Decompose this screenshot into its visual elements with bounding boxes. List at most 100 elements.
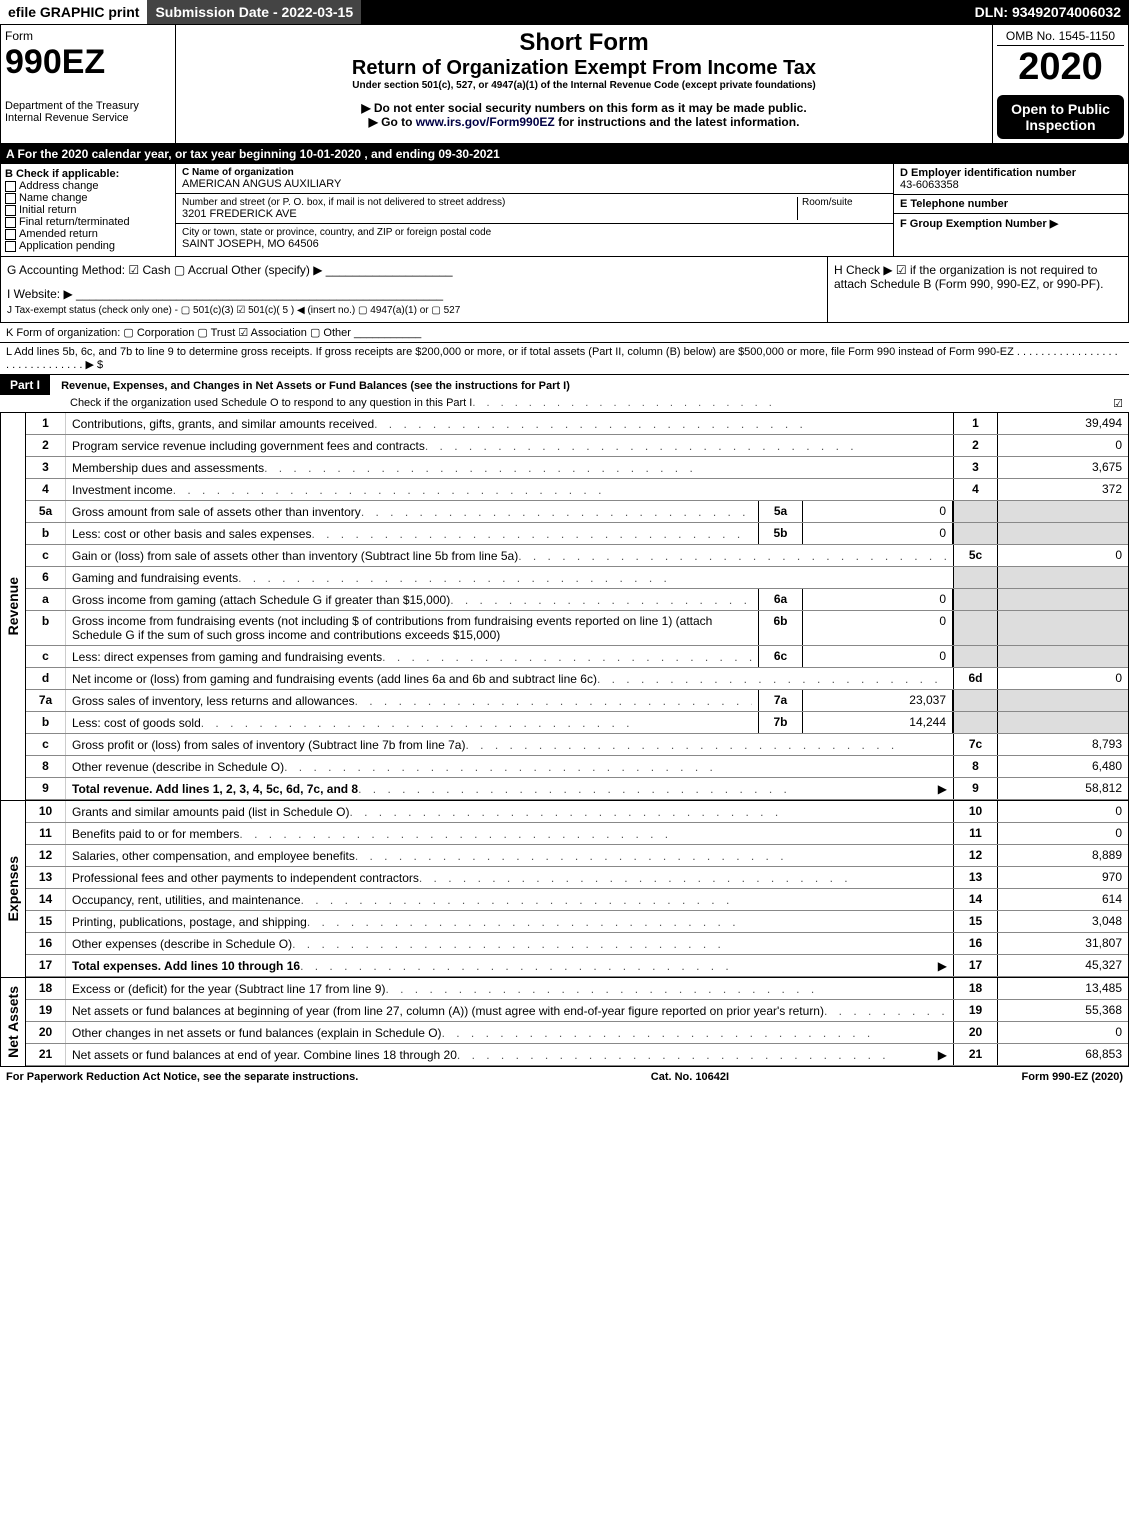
line-number: 3 xyxy=(26,457,66,478)
line-number: 20 xyxy=(26,1022,66,1043)
f-block: F Group Exemption Number ▶ xyxy=(894,214,1128,233)
dots-icon: . . . . . . . . . . . . . . . . . . . . … xyxy=(355,849,947,863)
line-j: J Tax-exempt status (check only one) - ▢… xyxy=(7,305,821,316)
line-number: c xyxy=(26,646,66,667)
line-description: Net assets or fund balances at end of ye… xyxy=(66,1044,953,1065)
dots-icon: . . . . . . . . . . . . . . . . . . . . … xyxy=(284,760,947,774)
dots-icon: . . . . . . . . . . . . . . . . . . . . … xyxy=(264,461,947,475)
amount-value: 31,807 xyxy=(998,933,1128,954)
org-info-block: B Check if applicable: Address change Na… xyxy=(0,164,1129,257)
col-b: B Check if applicable: Address change Na… xyxy=(1,164,176,256)
c-name-label: C Name of organization xyxy=(182,167,887,178)
c-addr-block: Number and street (or P. O. box, if mail… xyxy=(176,194,893,224)
b-opt-amended: Amended return xyxy=(5,228,171,240)
line-description: Gain or (loss) from sale of assets other… xyxy=(66,545,953,566)
part-i-label: Part I xyxy=(0,375,50,395)
line-number: 15 xyxy=(26,911,66,932)
note-goto: ▶ Go to www.irs.gov/Form990EZ for instru… xyxy=(180,115,988,129)
line-ref-grey xyxy=(953,712,998,733)
table-row: cGain or (loss) from sale of assets othe… xyxy=(26,545,1128,567)
checkbox-icon[interactable] xyxy=(5,229,16,240)
dots-icon: . . . . . . . . . . . . . . . . . . . . … xyxy=(358,782,938,796)
tax-year: 2020 xyxy=(997,46,1124,89)
line-number: 1 xyxy=(26,413,66,434)
dots-icon: . . . . . . . . . . . . . . . . . . . . … xyxy=(465,738,947,752)
note-no-ssn: ▶ Do not enter social security numbers o… xyxy=(180,101,988,115)
org-city: SAINT JOSEPH, MO 64506 xyxy=(182,238,887,250)
part-i-check-text: Check if the organization used Schedule … xyxy=(70,397,472,410)
subline-label: 5b xyxy=(758,523,803,544)
table-row: 16Other expenses (describe in Schedule O… xyxy=(26,933,1128,955)
revenue-table: Revenue 1Contributions, gifts, grants, a… xyxy=(0,413,1129,801)
line-ref: 18 xyxy=(953,978,998,999)
top-bar: efile GRAPHIC print Submission Date - 20… xyxy=(0,0,1129,24)
col-def: D Employer identification number 43-6063… xyxy=(893,164,1128,256)
dots-icon: . . . . . . . . . . . . . . . . . . . . … xyxy=(355,694,752,708)
line-number: 12 xyxy=(26,845,66,866)
d-block: D Employer identification number 43-6063… xyxy=(894,164,1128,195)
table-row: 13Professional fees and other payments t… xyxy=(26,867,1128,889)
e-label: E Telephone number xyxy=(900,198,1122,210)
submission-date: Submission Date - 2022-03-15 xyxy=(147,0,361,24)
amount-value: 0 xyxy=(998,545,1128,566)
amount-value: 0 xyxy=(998,435,1128,456)
table-row: cGross profit or (loss) from sales of in… xyxy=(26,734,1128,756)
table-row: 21Net assets or fund balances at end of … xyxy=(26,1044,1128,1066)
line-description: Other revenue (describe in Schedule O) .… xyxy=(66,756,953,777)
line-number: c xyxy=(26,734,66,755)
checkbox-icon[interactable] xyxy=(5,181,16,192)
dots-icon: . . . . . . . . . . . . . . . . . . . . … xyxy=(374,417,947,431)
checkbox-icon[interactable] xyxy=(5,217,16,228)
line-description: Salaries, other compensation, and employ… xyxy=(66,845,953,866)
c-city-block: City or town, state or province, country… xyxy=(176,224,893,253)
line-number: 6 xyxy=(26,567,66,588)
line-ref: 3 xyxy=(953,457,998,478)
line-ref: 11 xyxy=(953,823,998,844)
line-number: 4 xyxy=(26,479,66,500)
footer-mid: Cat. No. 10642I xyxy=(651,1071,729,1083)
omb-number: OMB No. 1545-1150 xyxy=(997,29,1124,46)
line-h: H Check ▶ ☑ if the organization is not r… xyxy=(828,257,1128,322)
line-number: 2 xyxy=(26,435,66,456)
checkbox-icon[interactable] xyxy=(5,241,16,252)
amount-value: 970 xyxy=(998,867,1128,888)
line-ref: 4 xyxy=(953,479,998,500)
line-i: I Website: ▶ ___________________________… xyxy=(7,287,821,301)
dots-icon: . . . . . . . . . . . . . . . . . . . . … xyxy=(382,650,752,664)
part-i-checked: ☑ xyxy=(1113,397,1123,410)
line-description: Gross income from fundraising events (no… xyxy=(66,611,758,645)
line-description: Less: cost of goods sold . . . . . . . .… xyxy=(66,712,758,733)
amount-grey xyxy=(998,523,1128,544)
table-row: 9Total revenue. Add lines 1, 2, 3, 4, 5c… xyxy=(26,778,1128,800)
table-row: 8Other revenue (describe in Schedule O) … xyxy=(26,756,1128,778)
table-row: bGross income from fundraising events (n… xyxy=(26,611,1128,646)
col-c: C Name of organization AMERICAN ANGUS AU… xyxy=(176,164,893,256)
form-word: Form xyxy=(5,29,171,43)
amount-grey xyxy=(998,646,1128,667)
footer-left: For Paperwork Reduction Act Notice, see … xyxy=(6,1071,358,1083)
table-row: 11Benefits paid to or for members . . . … xyxy=(26,823,1128,845)
dots-icon: . . . . . . . . . . . . . . . . . . . . … xyxy=(442,1026,947,1040)
table-row: 18Excess or (deficit) for the year (Subt… xyxy=(26,978,1128,1000)
checkbox-icon[interactable] xyxy=(5,205,16,216)
table-row: 12Salaries, other compensation, and empl… xyxy=(26,845,1128,867)
line-a: A For the 2020 calendar year, or tax yea… xyxy=(0,144,1129,164)
header-left: Form 990EZ Department of the Treasury In… xyxy=(1,25,176,143)
irs-link[interactable]: www.irs.gov/Form990EZ xyxy=(416,115,555,129)
subline-value: 14,244 xyxy=(803,712,953,733)
subline-value: 0 xyxy=(803,589,953,610)
table-row: 20Other changes in net assets or fund ba… xyxy=(26,1022,1128,1044)
line-ref-grey xyxy=(953,611,998,645)
line-g: G Accounting Method: ☑ Cash ▢ Accrual Ot… xyxy=(7,263,821,277)
line-ref: 20 xyxy=(953,1022,998,1043)
line-number: d xyxy=(26,668,66,689)
line-number: 5a xyxy=(26,501,66,522)
org-address: 3201 FREDERICK AVE xyxy=(182,208,797,220)
checkbox-icon[interactable] xyxy=(5,193,16,204)
line-description: Excess or (deficit) for the year (Subtra… xyxy=(66,978,953,999)
short-form-title: Short Form xyxy=(180,29,988,57)
subline-label: 5a xyxy=(758,501,803,522)
amount-value: 372 xyxy=(998,479,1128,500)
line-description: Professional fees and other payments to … xyxy=(66,867,953,888)
dept-label: Department of the Treasury Internal Reve… xyxy=(5,100,171,124)
